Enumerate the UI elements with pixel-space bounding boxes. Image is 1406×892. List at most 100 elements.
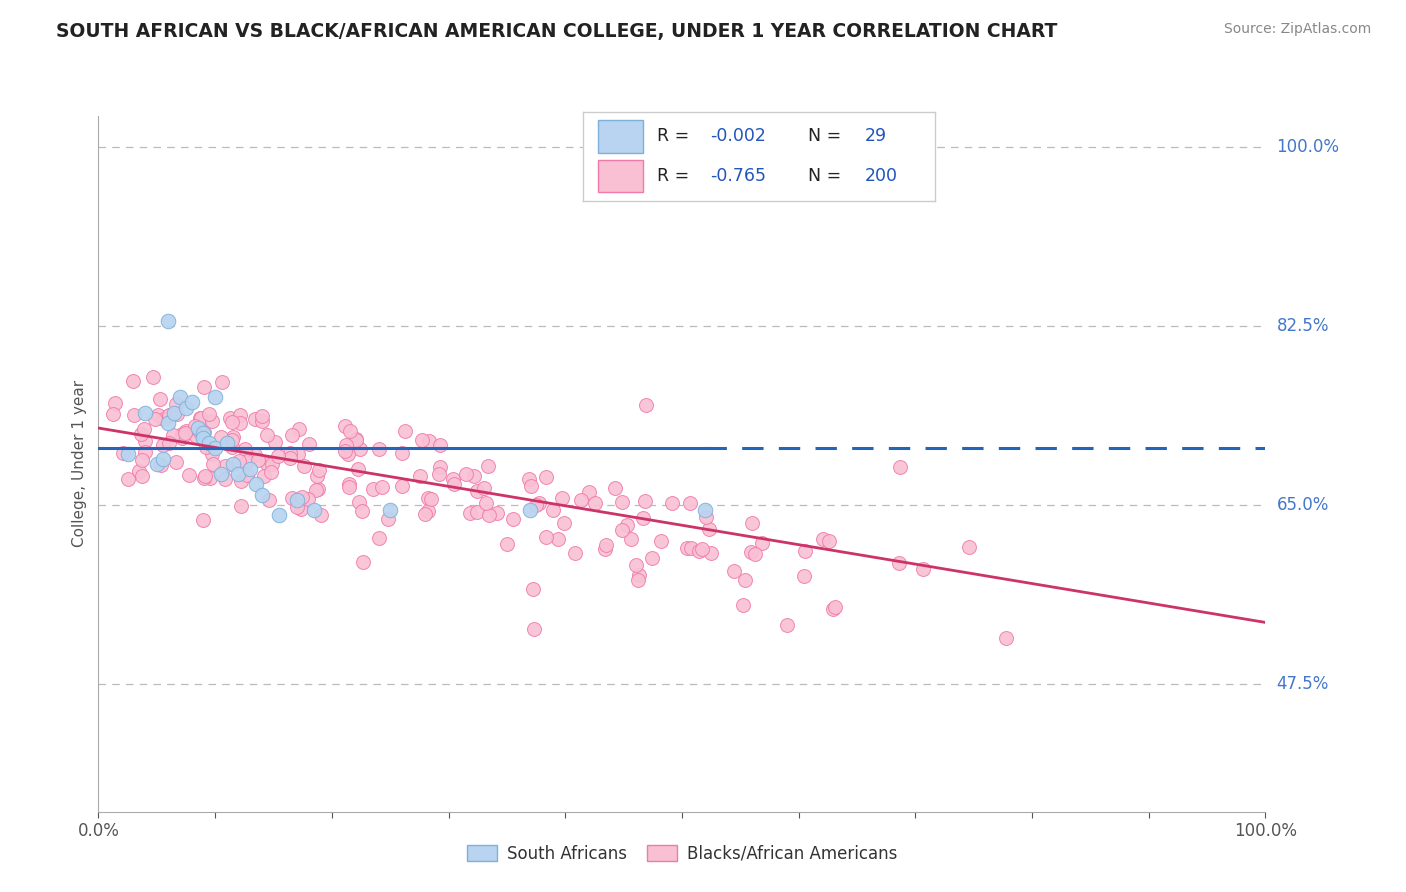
Point [631,510,654,524]
Point [520,479,543,493]
Text: SOUTH AFRICAN VS BLACK/AFRICAN AMERICAN COLLEGE, UNDER 1 YEAR CORRELATION CHART: SOUTH AFRICAN VS BLACK/AFRICAN AMERICAN … [56,22,1057,41]
Point [741,516,763,531]
Point [697,522,720,536]
Point [378,503,402,517]
Point [152,451,174,466]
Point [429,438,451,452]
Point [250,409,273,424]
Bar [598,160,644,192]
Point [994,631,1017,645]
Point [595,538,617,552]
Point [661,495,683,509]
Point [157,435,180,450]
Point [564,546,586,560]
Point [308,462,330,476]
Point [460,506,482,520]
Point [287,447,309,461]
Point [174,401,197,415]
Legend: South Africans, Blacks/African Americans: South Africans, Blacks/African Americans [460,838,904,870]
Point [184,418,207,433]
Point [193,431,215,445]
Point [692,541,714,556]
Point [456,467,478,482]
Point [527,496,550,510]
Point [465,483,488,498]
Point [734,573,756,587]
Point [367,531,389,545]
Point [157,416,180,430]
Text: 65.0%: 65.0% [1277,496,1329,514]
Point [569,492,592,507]
Point [333,444,356,458]
Point [198,470,221,484]
Point [344,433,367,447]
Point [188,425,211,439]
Point [304,503,326,517]
Point [695,510,717,524]
Point [193,426,215,441]
Point [134,445,156,459]
Point [245,477,267,491]
Point [169,390,191,404]
Text: -0.765: -0.765 [710,167,766,185]
Point [247,453,270,467]
Point [620,532,643,546]
Point [486,506,509,520]
Point [170,431,193,445]
Point [409,469,432,483]
Point [165,396,187,410]
Point [307,469,329,483]
Point [222,430,245,444]
Point [190,411,212,425]
Point [280,491,302,505]
Text: -0.002: -0.002 [710,128,766,145]
Point [219,411,242,425]
Point [239,462,262,476]
Point [333,419,356,434]
Point [159,409,181,423]
Point [165,455,187,469]
Point [522,582,544,597]
Point [202,457,225,471]
Point [163,406,186,420]
Point [266,450,288,464]
Point [166,407,188,421]
Point [429,467,451,481]
Point [256,457,278,471]
Point [157,313,180,327]
Point [547,532,569,546]
Point [193,380,215,394]
Point [209,467,232,481]
Point [297,491,319,506]
Point [131,453,153,467]
Bar [598,120,644,153]
Point [824,599,846,614]
Point [519,503,541,517]
Point [335,438,357,452]
Point [177,467,200,482]
Point [391,479,413,493]
Point [610,523,633,537]
Point [243,412,266,426]
Point [441,472,464,486]
Point [794,543,817,558]
Point [117,472,139,486]
Point [627,574,650,588]
Point [292,459,315,474]
Point [285,500,308,515]
Point [391,446,413,460]
Point [811,532,834,546]
Point [149,458,172,472]
Point [377,512,399,526]
Point [253,469,276,483]
Point [278,450,301,465]
Point [152,411,174,425]
Point [776,618,799,632]
Point [465,505,488,519]
Point [413,507,436,521]
Point [112,446,135,460]
Point [146,457,169,471]
Point [911,561,934,575]
Y-axis label: College, Under 1 year: College, Under 1 year [72,380,87,548]
Point [337,480,360,494]
